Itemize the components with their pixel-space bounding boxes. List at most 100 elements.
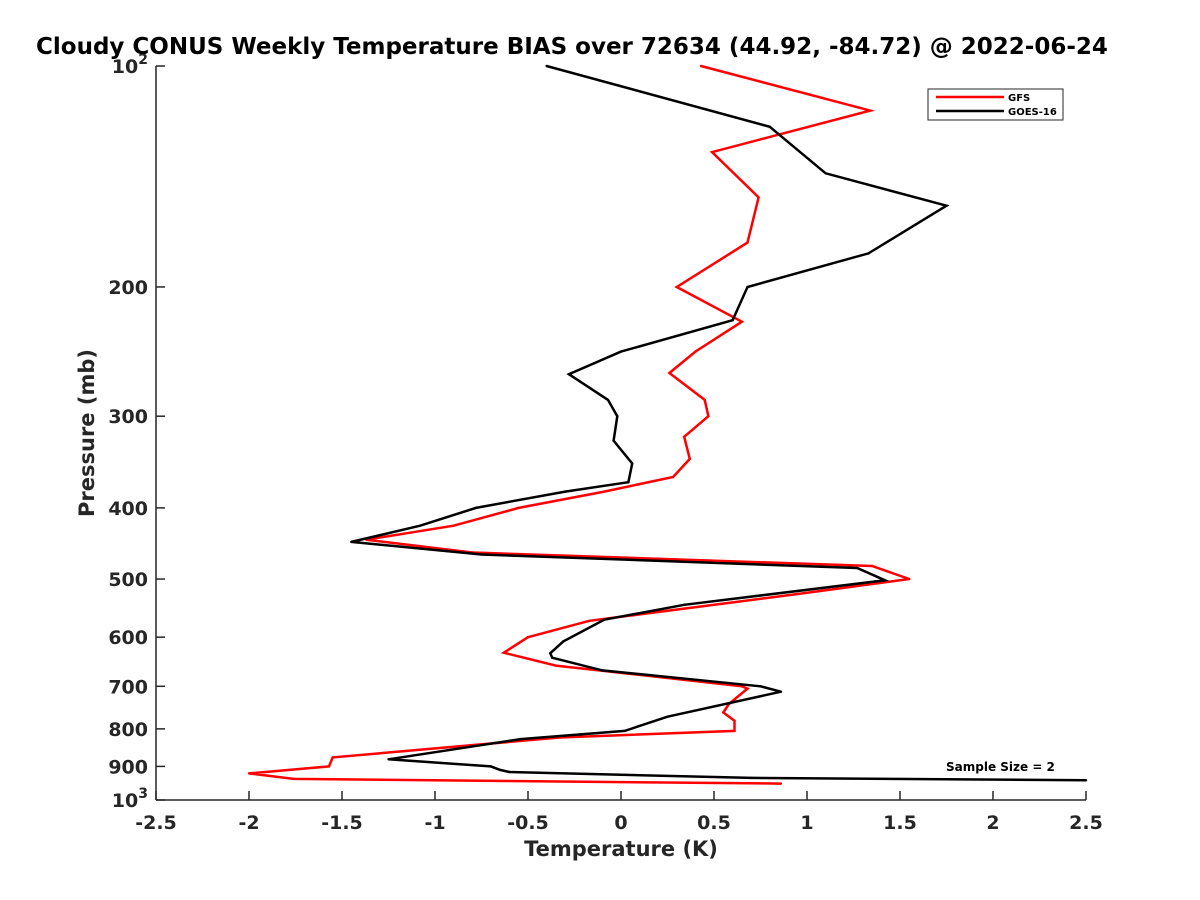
data-point-gfs xyxy=(588,619,591,622)
data-point-gfs xyxy=(671,475,675,479)
data-point-goes16 xyxy=(612,439,615,442)
data-point-goes16 xyxy=(418,524,422,527)
data-point-goes16 xyxy=(551,656,554,659)
data-point-gfs xyxy=(327,765,331,768)
data-point-goes16 xyxy=(779,690,783,693)
data-point-gfs xyxy=(675,285,678,289)
y-tick-exponent: 3 xyxy=(138,786,148,802)
data-point-goes16 xyxy=(867,252,870,255)
data-point-gfs xyxy=(703,398,706,402)
data-point-goes16 xyxy=(387,758,390,761)
data-point-gfs xyxy=(733,729,736,733)
plot-area xyxy=(247,64,1088,785)
y-tick-base: 400 xyxy=(108,498,148,520)
data-point-gfs xyxy=(796,592,799,596)
x-axis-label: Temperature (K) xyxy=(524,837,718,861)
data-point-gfs xyxy=(502,651,505,654)
y-tick-base: 800 xyxy=(108,719,148,741)
data-point-gfs xyxy=(746,687,749,690)
data-point-gfs xyxy=(699,64,703,68)
data-point-goes16 xyxy=(883,579,887,582)
data-point-goes16 xyxy=(350,540,353,544)
y-tick-label: 103 xyxy=(112,786,148,812)
data-point-goes16 xyxy=(567,373,571,376)
data-point-gfs xyxy=(452,524,455,527)
legend-box xyxy=(927,88,1064,121)
data-point-goes16 xyxy=(1084,779,1088,782)
data-point-goes16 xyxy=(564,490,567,493)
data-point-gfs xyxy=(779,782,783,785)
data-point-goes16 xyxy=(519,737,522,741)
data-point-goes16 xyxy=(768,125,771,128)
y-tick-base: 300 xyxy=(108,406,148,428)
data-point-goes16 xyxy=(631,462,634,465)
data-point-goes16 xyxy=(489,765,492,768)
x-tick-label: -1.5 xyxy=(321,812,363,834)
y-tick-label: 700 xyxy=(108,676,148,698)
series-line-goes16 xyxy=(351,64,1087,782)
data-point-goes16 xyxy=(750,776,753,780)
data-point-gfs xyxy=(554,664,558,667)
data-point-goes16 xyxy=(759,685,762,688)
data-point-goes16 xyxy=(945,204,948,207)
y-tick-exponent: 2 xyxy=(138,52,148,68)
x-tick-label: -1 xyxy=(424,812,445,834)
data-point-gfs xyxy=(869,109,872,112)
data-point-gfs xyxy=(733,719,736,722)
legend: GFS GOES-16 xyxy=(927,88,1064,121)
data-point-goes16 xyxy=(545,64,548,68)
x-tick-label: 2 xyxy=(986,812,999,834)
data-point-gfs xyxy=(694,350,697,353)
y-tick-label: 600 xyxy=(108,627,148,649)
x-tick-label: 0.5 xyxy=(697,812,731,834)
data-point-gfs xyxy=(688,457,691,461)
chart-title: Cloudy CONUS Weekly Temperature BIAS ove… xyxy=(36,34,1108,60)
y-tick-base: 900 xyxy=(108,756,148,778)
data-point-goes16 xyxy=(666,715,669,718)
data-point-gfs xyxy=(707,415,710,418)
data-point-goes16 xyxy=(627,481,630,484)
data-point-goes16 xyxy=(549,652,552,655)
data-point-goes16 xyxy=(498,768,502,772)
data-point-gfs xyxy=(526,636,530,639)
data-point-gfs xyxy=(668,371,671,375)
data-point-goes16 xyxy=(616,415,619,418)
axes xyxy=(155,66,1086,801)
data-point-gfs xyxy=(710,150,714,154)
data-point-gfs xyxy=(740,320,744,323)
data-point-goes16 xyxy=(683,603,686,606)
data-point-gfs xyxy=(908,577,911,581)
x-tick-label: 1 xyxy=(800,812,813,834)
y-tick-label: 200 xyxy=(108,277,148,299)
y-tick-label: 400 xyxy=(108,498,148,520)
y-tick-base: 500 xyxy=(108,569,148,591)
y-tick-base: 10 xyxy=(112,790,138,812)
data-point-goes16 xyxy=(623,729,626,733)
x-tick-label: 2.5 xyxy=(1069,812,1103,834)
data-point-goes16 xyxy=(603,618,606,621)
data-point-goes16 xyxy=(480,553,483,556)
x-tick-label: -2.5 xyxy=(135,812,177,834)
data-point-goes16 xyxy=(731,319,734,322)
y-tick-label: 800 xyxy=(108,719,148,741)
data-point-goes16 xyxy=(562,640,565,643)
data-point-gfs xyxy=(757,196,760,199)
series-line-gfs xyxy=(248,64,910,785)
data-point-gfs xyxy=(683,435,686,438)
x-tick-label: 1.5 xyxy=(883,812,917,834)
data-point-goes16 xyxy=(508,770,511,774)
sample-size-annotation: Sample Size = 2 xyxy=(946,760,1055,774)
data-point-gfs xyxy=(870,564,874,568)
y-tick-label: 102 xyxy=(112,52,148,78)
y-axis-label: Pressure (mb) xyxy=(75,349,99,517)
data-point-goes16 xyxy=(474,506,478,510)
y-tick-base: 700 xyxy=(108,676,148,698)
data-point-goes16 xyxy=(746,285,749,289)
data-point-goes16 xyxy=(856,566,859,570)
y-tick-base: 200 xyxy=(108,277,148,299)
x-tick-label: -0.5 xyxy=(507,812,549,834)
y-tick-base: 10 xyxy=(112,56,138,78)
data-point-gfs xyxy=(603,490,606,493)
data-point-goes16 xyxy=(606,398,610,402)
